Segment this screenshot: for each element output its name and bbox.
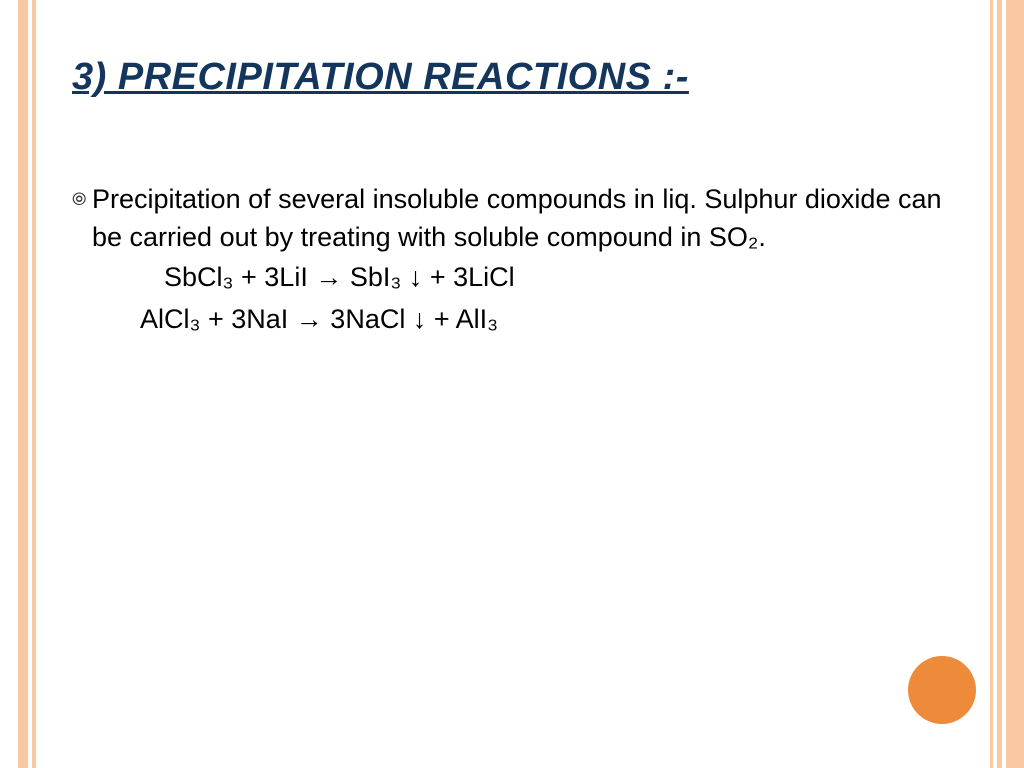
equation-line-1: SbCl₃ + 3LiI → SbI₃ ↓ + 3LiCl bbox=[72, 256, 952, 298]
slide-content: ⦾ Precipitation of several insoluble com… bbox=[72, 180, 952, 340]
bullet-item: ⦾ Precipitation of several insoluble com… bbox=[72, 180, 952, 256]
right-accent-bar-outer bbox=[1006, 0, 1024, 768]
slide-title: 3) PRECIPITATION REACTIONS :- bbox=[72, 56, 689, 99]
equation-line-2: AlCl₃ + 3NaI → 3NaCl ↓ + AlI₃ bbox=[72, 298, 952, 340]
decorative-circle-icon bbox=[908, 656, 976, 724]
left-accent-bar-inner bbox=[32, 0, 36, 768]
bullet-marker-icon: ⦾ bbox=[72, 180, 92, 218]
slide: 3) PRECIPITATION REACTIONS :- ⦾ Precipit… bbox=[0, 0, 1024, 768]
right-accent-bar-mid bbox=[997, 0, 1002, 768]
right-accent-bar-inner bbox=[990, 0, 993, 768]
body-paragraph: Precipitation of several insoluble compo… bbox=[92, 180, 952, 256]
left-accent-bar-outer bbox=[18, 0, 28, 768]
